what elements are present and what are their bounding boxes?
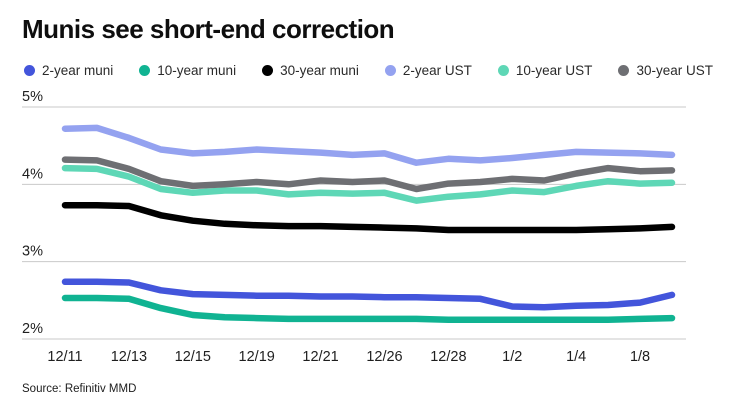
series-line-2-year-muni	[61, 278, 676, 311]
legend-dot-icon	[262, 65, 274, 76]
series-line-30-year-ust	[61, 156, 676, 193]
legend-label: 30-year UST	[636, 63, 713, 78]
legend-dot-icon	[139, 65, 151, 76]
legend-item-30-year-ust: 30-year UST	[618, 63, 713, 78]
x-axis-tick-label: 12/26	[366, 349, 402, 365]
chart-legend: 2-year muni 10-year muni 30-year muni 2-yea…	[24, 63, 730, 78]
legend-dot-icon	[24, 65, 35, 76]
x-axis-tick-label: 12/11	[47, 349, 82, 365]
legend-dot-icon	[618, 65, 630, 76]
legend-label: 2-year muni	[42, 63, 114, 78]
legend-label: 2-year UST	[402, 63, 472, 78]
y-axis-tick-label: 2%	[22, 321, 43, 337]
y-axis-tick-label: 3%	[22, 244, 43, 260]
x-axis-tick-label: 12/19	[239, 349, 275, 365]
legend-label: 30-year muni	[280, 63, 359, 78]
series-line-2-year-ust	[61, 124, 676, 166]
x-axis-tick-label: 12/28	[430, 349, 466, 365]
legend-item-2-year-ust: 2-year UST	[384, 63, 472, 78]
x-axis-tick-label: 12/21	[302, 349, 338, 365]
legend-item-2-year-muni: 2-year muni	[24, 63, 113, 78]
legend-label: 10-year muni	[157, 63, 237, 78]
x-axis-tick-label: 1/8	[630, 349, 650, 365]
x-axis-tick-label: 12/13	[111, 349, 147, 365]
x-axis-tick-label: 12/15	[175, 349, 211, 365]
x-axis-tick-label: 1/2	[502, 349, 522, 365]
legend-item-10-year-ust: 10-year UST	[497, 63, 593, 78]
series-line-30-year-muni	[61, 201, 676, 234]
legend-dot-icon	[384, 65, 396, 76]
series-line-10-year-ust	[61, 164, 676, 204]
chart-title: Munis see short-end correction	[22, 14, 395, 44]
y-axis-tick-label: 5%	[22, 89, 43, 105]
legend-label: 10-year UST	[515, 63, 593, 78]
y-axis-tick-label: 4%	[22, 166, 43, 182]
source-note: Source: Refinitiv MMD	[22, 383, 137, 395]
x-axis-tick-label: 1/4	[566, 349, 586, 365]
legend-dot-icon	[497, 65, 509, 76]
legend-item-30-year-muni: 30-year muni	[262, 63, 359, 78]
series-line-10-year-muni	[61, 294, 676, 323]
legend-item-10-year-muni: 10-year muni	[139, 63, 236, 78]
